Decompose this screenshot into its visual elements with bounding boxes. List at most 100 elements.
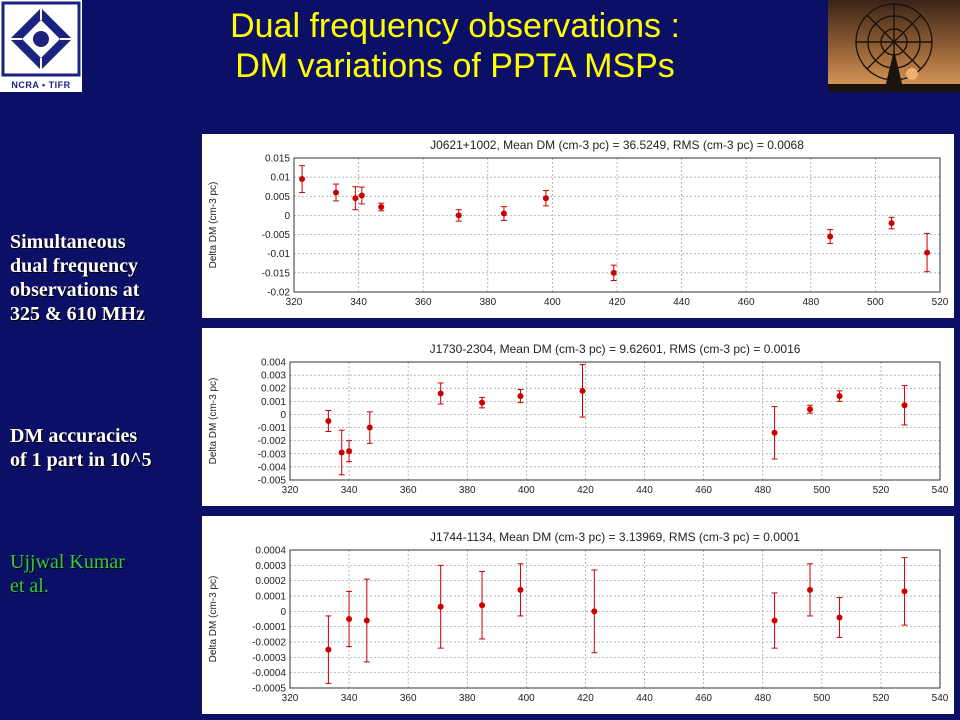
y-tick-label: 0 [280,607,286,618]
x-tick-label: 360 [400,485,417,496]
y-tick-label: 0.0001 [255,592,286,603]
data-point [479,602,486,609]
data-point [827,233,834,240]
y-axis-label: Delta DM (cm-3 pc) [208,378,219,465]
x-tick-label: 400 [544,297,561,308]
data-point [358,192,365,199]
chart-title: J1730-2304, Mean DM (cm-3 pc) = 9.62601,… [430,342,801,356]
data-point [771,617,778,624]
chart-j0621: J0621+1002, Mean DM (cm-3 pc) = 36.5249,… [208,138,949,308]
data-point [610,269,617,276]
y-tick-label: 0.004 [261,358,286,369]
x-tick-label: 380 [459,485,476,496]
data-point [346,616,353,622]
slide-title: Dual frequency observations : DM variati… [90,6,820,86]
data-point [325,418,332,424]
y-tick-label: 0.003 [261,371,286,382]
x-tick-label: 540 [932,693,949,704]
x-tick-label: 480 [754,693,771,704]
chart-title: J0621+1002, Mean DM (cm-3 pc) = 36.5249,… [430,138,804,152]
x-tick-label: 540 [932,485,949,496]
x-tick-label: 360 [400,693,417,704]
y-tick-label: -0.001 [258,423,287,434]
title-line-2: DM variations of PPTA MSPs [235,47,675,85]
ncra-logo: NCRA • TIFR [0,0,82,92]
y-tick-label: -0.005 [258,476,287,487]
x-tick-label: 500 [813,485,830,496]
data-point [352,195,359,202]
y-tick-label: -0.015 [262,268,291,279]
y-tick-label: -0.0005 [252,684,286,695]
author-line: et al. [10,575,49,597]
data-point [888,220,895,227]
chart-panel-j1744: J1744-1134, Mean DM (cm-3 pc) = 3.13969,… [202,516,954,714]
x-tick-label: 420 [609,297,626,308]
data-point [332,189,339,196]
y-tick-label: 0.0003 [255,561,286,572]
chart-j1730: J1730-2304, Mean DM (cm-3 pc) = 9.62601,… [208,342,949,496]
data-point [542,195,549,202]
telescope-photo [828,0,960,92]
chart-j1744: J1744-1134, Mean DM (cm-3 pc) = 3.13969,… [208,530,949,704]
note-author: Ujjwal Kumar et al. [10,550,125,598]
y-tick-label: 0.005 [265,192,290,203]
x-tick-label: 340 [341,485,358,496]
y-tick-label: -0.0001 [252,622,286,633]
x-tick-label: 460 [738,297,755,308]
x-tick-label: 320 [286,297,303,308]
chart-panel-j0621: J0621+1002, Mean DM (cm-3 pc) = 36.5249,… [202,134,954,318]
x-tick-label: 380 [479,297,496,308]
y-tick-label: -0.002 [258,436,287,447]
y-tick-label: -0.0004 [252,668,286,679]
data-point [901,402,908,409]
chart-title: J1744-1134, Mean DM (cm-3 pc) = 3.13969,… [430,530,800,544]
plot-frame [289,361,941,481]
x-tick-label: 340 [350,297,367,308]
y-tick-label: -0.02 [267,288,290,299]
x-tick-label: 340 [341,693,358,704]
x-tick-label: 400 [518,485,535,496]
y-tick-label: -0.005 [262,230,291,241]
y-tick-label: -0.003 [258,449,287,460]
data-point [299,176,306,183]
plot-frame [289,549,941,689]
y-tick-label: 0.001 [261,397,286,408]
y-tick-label: -0.0002 [252,638,286,649]
x-tick-label: 520 [873,693,890,704]
x-tick-label: 500 [813,693,830,704]
data-point [366,424,373,431]
data-point [901,588,908,595]
y-axis-label: Delta DM (cm-3 pc) [208,576,219,663]
title-line-1: Dual frequency observations : [230,7,680,45]
data-point [579,387,586,394]
data-point [378,204,385,211]
x-tick-label: 440 [636,485,653,496]
x-tick-label: 360 [415,297,432,308]
data-point [479,399,486,406]
y-tick-label: -0.0003 [252,653,286,664]
note-line: 325 & 610 MHz [10,303,145,325]
data-point [363,617,370,624]
x-tick-label: 460 [695,485,712,496]
y-tick-label: 0.015 [265,154,290,165]
note-accuracy: DM accuracies of 1 part in 10^5 [10,424,152,472]
data-point [807,586,813,593]
data-point [924,249,931,256]
y-axis-label: Delta DM (cm-3 pc) [208,182,219,269]
x-tick-label: 440 [673,297,690,308]
x-tick-label: 420 [577,485,594,496]
data-point [836,614,843,621]
author-line: Ujjwal Kumar [10,551,125,573]
data-point [517,393,524,400]
note-line: DM accuracies [10,425,138,447]
x-tick-label: 320 [282,693,299,704]
chart-panel-j1730: J1730-2304, Mean DM (cm-3 pc) = 9.62601,… [202,328,954,506]
x-tick-label: 420 [577,693,594,704]
x-tick-label: 480 [802,297,819,308]
data-point [437,390,444,397]
data-point [771,429,778,436]
data-point [517,586,524,593]
data-point [455,212,462,219]
ncra-logo-mark [1,1,81,77]
x-tick-label: 380 [459,693,476,704]
